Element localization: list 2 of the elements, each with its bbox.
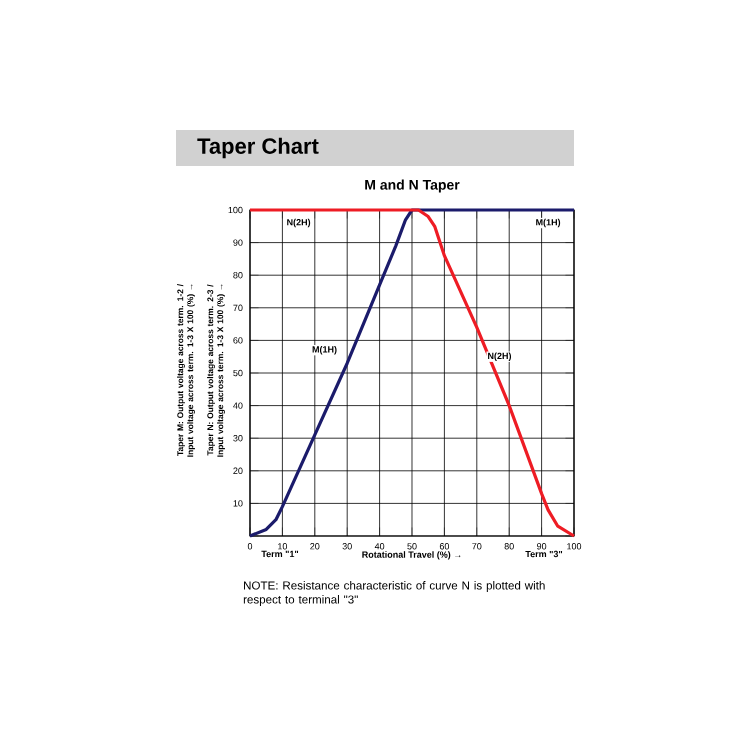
- line-series: [248, 208, 576, 538]
- chart-title: Taper Chart: [197, 137, 319, 159]
